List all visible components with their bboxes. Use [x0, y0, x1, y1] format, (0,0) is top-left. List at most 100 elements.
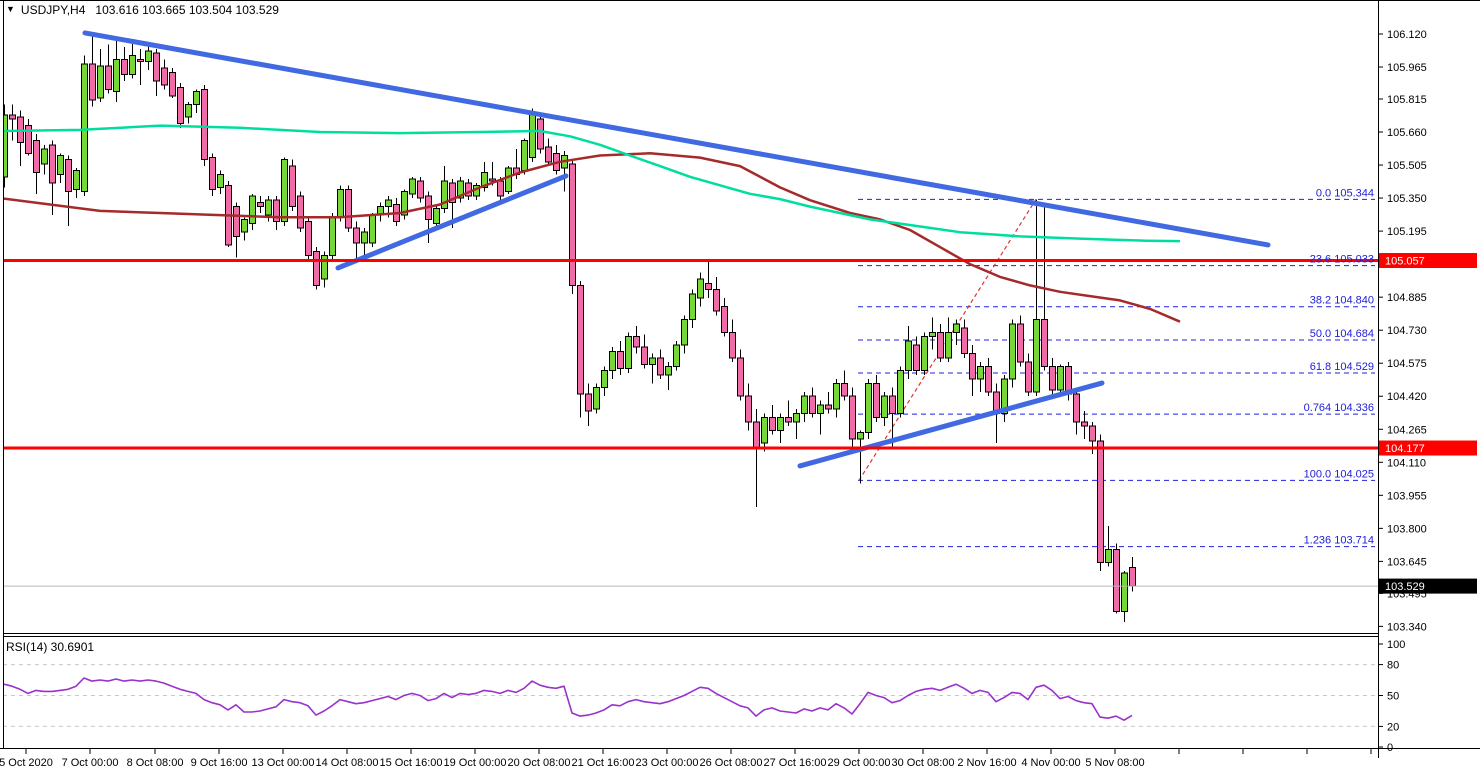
bear-candle-body — [297, 195, 304, 229]
time-axis-label: 15 Oct 16:00 — [380, 757, 443, 769]
bull-candle-body — [241, 218, 248, 233]
time-axis-label: 21 Oct 16:00 — [572, 757, 635, 769]
bull-candle-body — [441, 180, 448, 210]
bull-candle-body — [3, 114, 8, 178]
fib-level-label: 61.8 104.529 — [1310, 361, 1374, 373]
price-axis-label: 104.110 — [1387, 457, 1426, 469]
time-axis-label: 27 Oct 16:00 — [764, 757, 827, 769]
price-axis-label: 103.645 — [1387, 556, 1427, 568]
bear-candle-body — [713, 289, 720, 312]
price-axis-label: 104.265 — [1387, 424, 1427, 436]
bull-candle-body — [609, 350, 616, 372]
bull-candle-body — [673, 344, 680, 367]
bull-candle-body — [249, 195, 256, 225]
bull-candle-body — [457, 180, 464, 199]
bear-candle-body — [577, 284, 584, 395]
ohlc-readout: 103.616 103.665 103.504 103.529 — [95, 3, 279, 17]
bear-candle-body — [809, 395, 816, 414]
bear-candle-body — [745, 395, 752, 423]
fib-level-label: 0.764 104.336 — [1304, 402, 1374, 414]
bear-candle-body — [465, 182, 472, 197]
price-badge — [1379, 253, 1477, 269]
price-axis[interactable]: 106.120 105.965 105.815 105.660 105.505 105.3… — [1378, 29, 1427, 633]
bear-candle-body — [345, 189, 352, 229]
bear-candle-body — [849, 395, 856, 440]
bear-candle-body — [753, 421, 760, 448]
bear-candle-body — [273, 199, 280, 223]
bear-candle-body — [1089, 425, 1096, 442]
bear-candle-body — [169, 71, 176, 97]
bear-candle-body — [353, 227, 360, 244]
symbol-period-label: USDJPY,H4 — [20, 3, 86, 17]
bear-candle-body — [137, 59, 144, 63]
bull-candle-body — [113, 59, 120, 93]
bull-candle-body — [593, 387, 600, 410]
bear-candle-body — [545, 146, 552, 163]
time-axis-label: 7 Oct 00:00 — [62, 757, 119, 769]
time-axis[interactable]: 5 Oct 2020 7 Oct 00:00 8 Oct 08:00 9 Oct 16… — [0, 749, 1372, 769]
trendline[interactable] — [335, 173, 569, 271]
bear-candle-body — [617, 350, 624, 370]
fast-ma-line[interactable] — [0, 124, 1181, 243]
bear-candle-body — [489, 178, 496, 182]
slow-ma-line[interactable] — [0, 152, 1181, 323]
bear-candle-body — [161, 67, 168, 86]
bear-candle-body — [889, 395, 896, 414]
trendline[interactable] — [797, 380, 1105, 469]
bull-candle-body — [97, 65, 104, 99]
bull-candle-body — [921, 336, 928, 372]
bear-candle-body — [289, 165, 296, 208]
fibonacci-retracement[interactable] — [858, 198, 1375, 548]
bear-candle-body — [1025, 361, 1032, 393]
trendline[interactable] — [82, 30, 1271, 248]
time-axis-label: 23 Oct 00:00 — [636, 757, 699, 769]
bear-candle-body — [785, 417, 792, 423]
bull-candle-body — [521, 140, 528, 171]
bull-candle-body — [369, 214, 376, 244]
rsi-axis-label: 100 — [1387, 639, 1405, 651]
bull-candle-body — [665, 365, 672, 376]
price-axis-label: 105.660 — [1387, 127, 1427, 139]
fib-level-label: 23.6 105.033 — [1310, 254, 1374, 266]
price-badge-label: 103.529 — [1385, 581, 1425, 593]
bear-candle-body — [233, 206, 240, 237]
price-axis-label: 105.350 — [1387, 193, 1427, 205]
fib-baseline[interactable] — [858, 199, 1037, 481]
bull-candle-body — [401, 191, 408, 216]
bear-candle-body — [641, 346, 648, 365]
price-axis-label: 103.800 — [1387, 523, 1427, 535]
bear-candle-body — [1113, 549, 1120, 612]
bear-candle-body — [657, 357, 664, 376]
symbol-dropdown-icon[interactable]: ▼ — [6, 4, 15, 14]
rsi-panel[interactable] — [3, 664, 1378, 727]
bear-candle-body — [105, 65, 112, 90]
bear-candle-body — [721, 306, 728, 333]
price-axis-label: 106.120 — [1387, 29, 1427, 41]
bull-candle-body — [57, 154, 64, 176]
fib-level-label: 100.0 104.025 — [1304, 468, 1374, 480]
time-axis-label: 5 Nov 08:00 — [1085, 757, 1144, 769]
rsi-axis[interactable]: 100 80 50 20 0 — [1378, 639, 1405, 754]
bull-candle-body — [945, 331, 952, 359]
bull-candle-body — [1057, 365, 1064, 391]
bull-candle-body — [529, 112, 536, 159]
bear-candle-body — [705, 282, 712, 291]
bull-candle-body — [817, 404, 824, 414]
bear-candle-body — [729, 331, 736, 359]
bull-candle-body — [1009, 323, 1016, 380]
fib-level-labels: 0.0 105.344 23.6 105.033 38.2 104.840 50.0 … — [1304, 187, 1374, 546]
bear-candle-body — [985, 365, 992, 393]
fib-level-label: 0.0 105.344 — [1316, 187, 1374, 199]
bull-candle-body — [265, 199, 272, 216]
price-axis-label: 105.965 — [1387, 62, 1427, 74]
bear-candle-body — [537, 118, 544, 150]
price-axis-label: 105.505 — [1387, 160, 1427, 172]
time-axis-label: 29 Oct 00:00 — [828, 757, 891, 769]
bear-candle-body — [913, 344, 920, 372]
bull-candle-body — [857, 431, 864, 440]
bull-candle-body — [481, 172, 488, 188]
fib-level-label: 50.0 104.684 — [1310, 328, 1374, 340]
bull-candle-body — [337, 189, 344, 218]
bull-candle-body — [833, 382, 840, 410]
